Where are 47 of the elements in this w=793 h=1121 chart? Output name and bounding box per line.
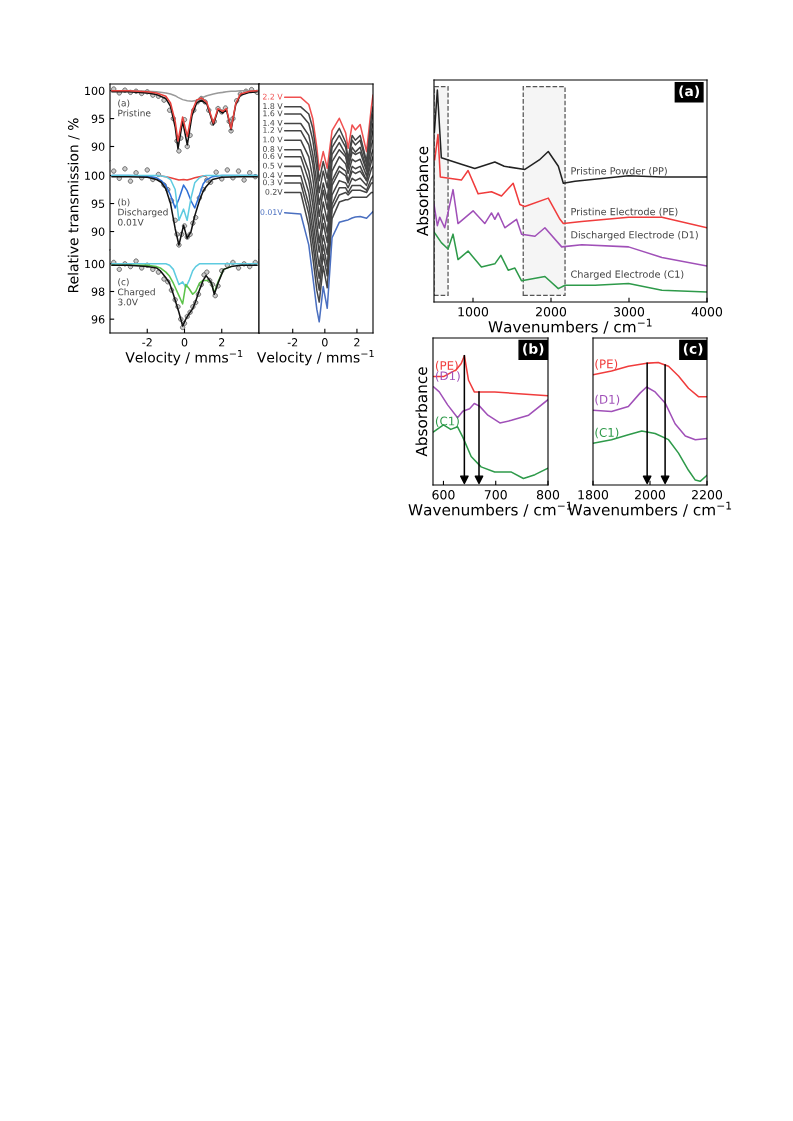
y-tick-label: 96	[91, 315, 105, 324]
x-tick-label: -2	[287, 338, 298, 347]
text: (c)	[683, 343, 703, 356]
x-tick-label: 700	[484, 490, 507, 500]
text: (b)	[523, 343, 544, 356]
x-tick-label: -2	[142, 338, 152, 347]
annotation: (a)	[679, 85, 699, 98]
x-tick-label: 3000	[614, 307, 645, 317]
y-tick-label: 100	[85, 171, 105, 180]
series-label: Pristine Powder (PP)	[571, 167, 667, 176]
series-label: Pristine Electrode (PE)	[571, 207, 678, 217]
x-axis-title: Wavenumbers / cm$^{−1}$	[488, 318, 652, 334]
x-tick-label: 2000	[635, 490, 666, 500]
y-axis-title: Absorbance	[416, 146, 429, 237]
x-axis-title: Velocity / mms$^{−1}$	[125, 350, 243, 366]
y-tick-label: 90	[91, 142, 105, 151]
annotation: (a) Pristine	[118, 99, 151, 117]
series-label: (C1)	[435, 416, 459, 427]
series-label: (PE)	[595, 359, 618, 370]
y-tick-label: 100	[85, 86, 105, 96]
y-axis-title: Relative transmission / %	[67, 118, 80, 293]
y-tick-label: 90	[91, 227, 105, 236]
annotation: (c) Charged 3.0V	[117, 278, 155, 306]
x-tick-label: 800	[536, 490, 560, 500]
series-label: (D1)	[595, 394, 620, 406]
x-tick-label: 600	[432, 490, 455, 500]
annotation: (b) Discharged 0.01V	[118, 198, 168, 226]
x-tick-label: 0	[181, 338, 188, 347]
x-tick-label: 4000	[691, 307, 723, 317]
x-tick-label: 0	[322, 338, 328, 347]
x-tick-label: 1800	[578, 490, 609, 500]
x-tick-label: 2	[219, 338, 225, 347]
x-tick-label: 2200	[692, 490, 723, 500]
x-tick-label: 2	[354, 338, 360, 347]
x-axis-title: Velocity / mms$^{−1}$	[256, 350, 374, 366]
series-label: (PE)	[435, 360, 458, 372]
series-label: Charged Electrode (C1)	[571, 270, 684, 280]
series-label: (D1)	[435, 371, 460, 382]
y-tick-label: 100	[85, 259, 105, 269]
x-tick-label: 1000	[458, 307, 489, 317]
y-tick-label: 95	[91, 199, 105, 208]
x-tick-label: 2000	[536, 307, 567, 317]
series-label: Discharged Electrode (D1)	[571, 230, 698, 241]
y-tick-label: 98	[91, 287, 105, 296]
y-tick-label: 95	[91, 114, 105, 123]
y-axis-title: Absorbance	[415, 367, 428, 457]
series-label: (C1)	[595, 427, 619, 439]
